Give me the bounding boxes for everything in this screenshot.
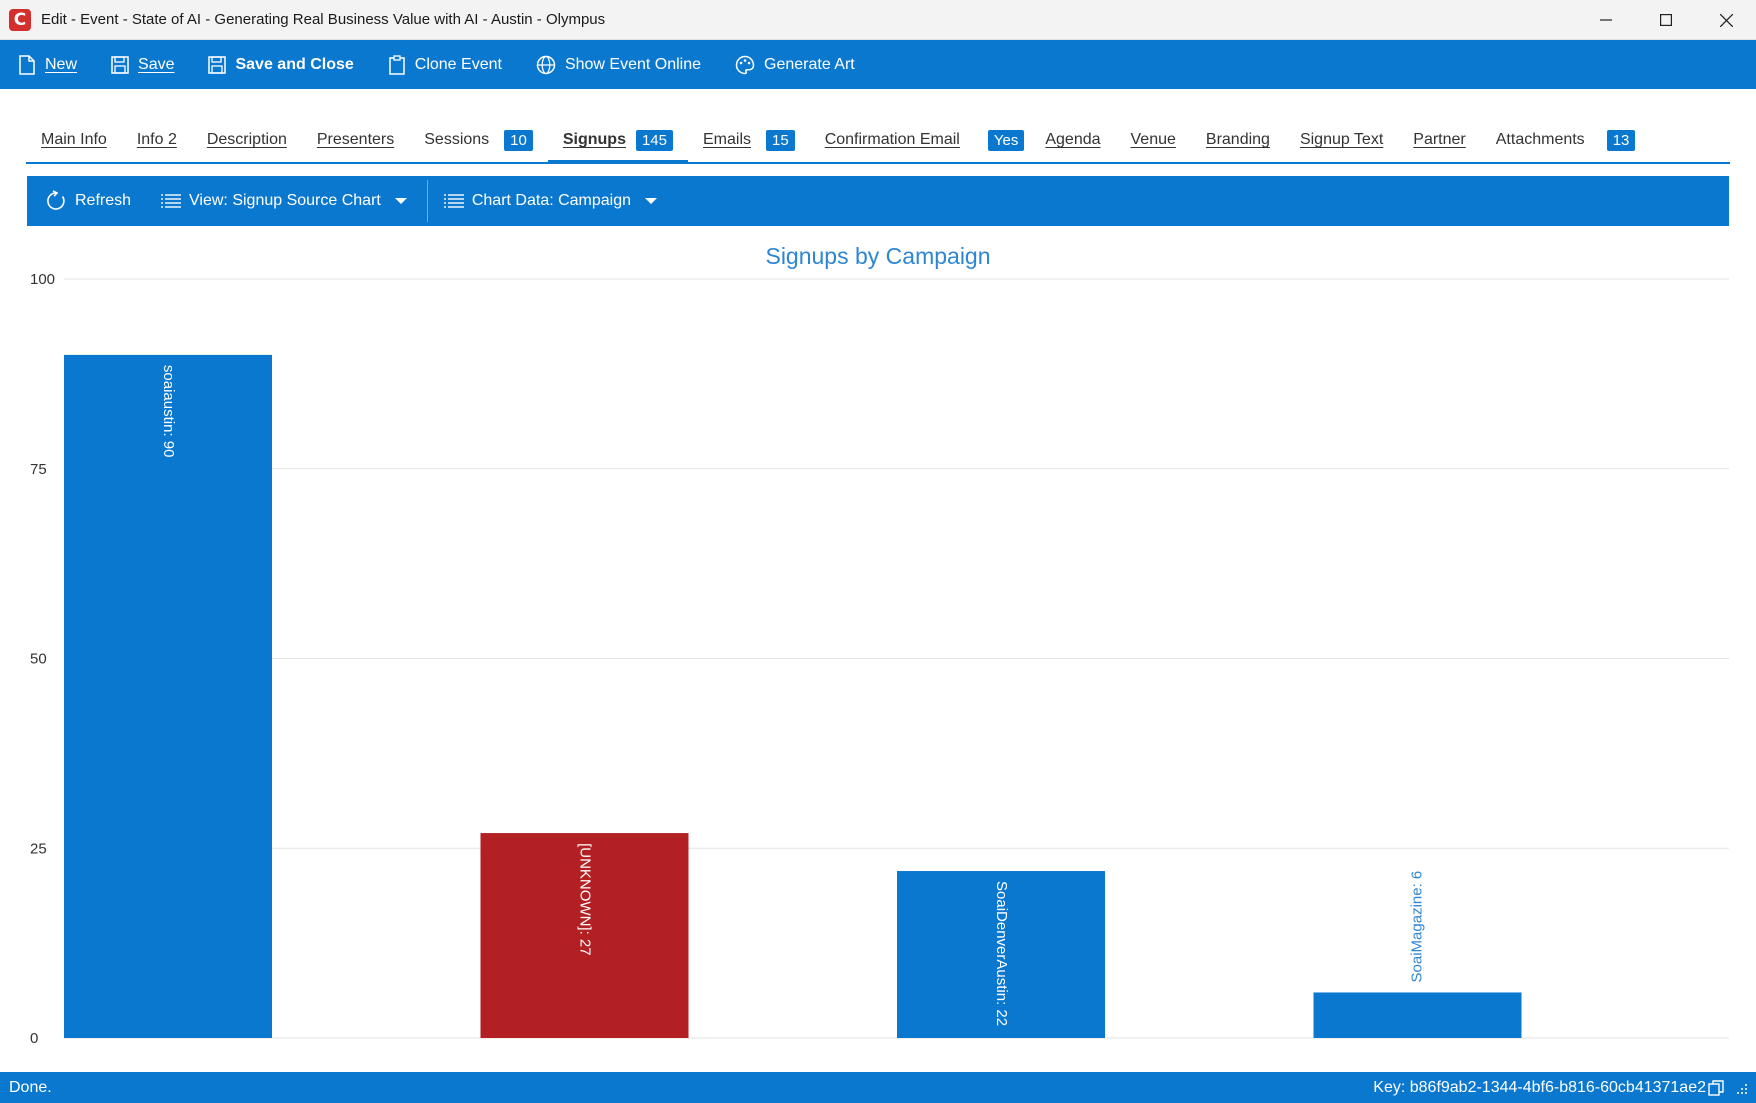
tab-signups[interactable]: Signups 145 — [547, 118, 689, 164]
signups-bar-chart: 0 25 50 75 100 soaiaustin: 90 [UNKNOWN]: 27 Soa… — [30, 271, 1729, 1047]
view-dropdown[interactable]: View: Signup Source Chart — [161, 192, 407, 210]
signups-count-badge: 145 — [635, 129, 673, 151]
tab-label: Agenda — [1045, 131, 1101, 148]
main-toolbar: New Save Save and Close Clone Event Show… — [0, 40, 1756, 89]
chevron-down-icon — [394, 198, 407, 204]
y-tick-label: 0 — [30, 1030, 38, 1047]
toolbar-divider — [426, 180, 428, 222]
tab-label: Venue — [1130, 131, 1176, 148]
data-label: SoaiDenverAustin: 22 — [993, 881, 1010, 1026]
globe-icon — [536, 55, 556, 74]
y-tick-label: 50 — [30, 651, 47, 668]
clipboard-icon — [389, 54, 405, 75]
data-label: SoaiMagazine: 6 — [1408, 871, 1425, 983]
chart-data-dropdown-label: Chart Data: Campaign — [471, 192, 632, 209]
tab-label: Signups — [562, 131, 626, 148]
bar-soaidenveraustin — [897, 871, 1105, 1038]
chart-data-dropdown[interactable]: Chart Data: Campaign — [443, 192, 658, 210]
refresh-label: Refresh — [75, 192, 132, 209]
tab-label: Main Info — [41, 131, 107, 148]
palette-icon — [735, 55, 755, 74]
tab-label: Branding — [1205, 131, 1270, 148]
tab-label: Sessions — [424, 131, 490, 148]
tab-label: Confirmation Email — [824, 131, 960, 148]
attachments-count-badge: 13 — [1606, 129, 1636, 151]
new-document-icon — [19, 54, 35, 75]
record-key-text: Key: b86f9ab2-1344-4bf6-b816-60cb41371ae… — [1373, 1078, 1706, 1096]
tab-info-2[interactable]: Info 2 — [122, 118, 192, 162]
window-controls — [1576, 0, 1756, 40]
bar-soaimagazine — [1313, 992, 1522, 1038]
data-label: soaiaustin: 90 — [160, 365, 177, 458]
sessions-count-badge: 10 — [504, 129, 533, 151]
save-close-icon — [208, 55, 227, 74]
tab-branding[interactable]: Branding — [1191, 118, 1285, 162]
tab-partner[interactable]: Partner — [1398, 118, 1480, 162]
list-icon — [443, 194, 464, 208]
copy-icon[interactable] — [1708, 1079, 1724, 1096]
clone-event-label: Clone Event — [414, 55, 502, 73]
tab-label: Attachments — [1495, 131, 1585, 148]
tab-confirmation-email[interactable]: Confirmation Email Yes — [810, 118, 1040, 162]
tab-sessions[interactable]: Sessions 10 — [409, 118, 548, 162]
status-text: Done. — [9, 1078, 52, 1096]
save-and-close-button[interactable]: Save and Close — [208, 40, 354, 89]
new-button[interactable]: New — [18, 40, 77, 89]
chart-toolbar: Refresh View: Signup Source Chart Chart … — [27, 176, 1729, 226]
tab-label: Info 2 — [136, 131, 177, 148]
tab-label: Description — [206, 131, 287, 148]
view-dropdown-label: View: Signup Source Chart — [189, 192, 381, 209]
window-title: Edit - Event - State of AI - Generating … — [41, 11, 606, 28]
refresh-button[interactable]: Refresh — [45, 190, 131, 212]
resize-grip-icon[interactable] — [1734, 1081, 1748, 1095]
save-icon — [111, 55, 129, 74]
title-bar: C Edit - Event - State of AI - Generatin… — [0, 0, 1756, 40]
clone-event-button[interactable]: Clone Event — [388, 40, 502, 89]
show-event-online-label: Show Event Online — [564, 55, 702, 73]
list-icon — [161, 194, 182, 208]
tab-presenters[interactable]: Presenters — [302, 118, 409, 162]
new-button-label: New — [45, 55, 78, 73]
minimize-button[interactable] — [1576, 0, 1636, 40]
emails-count-badge: 15 — [766, 129, 795, 151]
tab-strip: Main Info Info 2 Description Presenters … — [26, 118, 1730, 164]
y-tick-label: 100 — [30, 271, 55, 288]
tab-signup-text[interactable]: Signup Text — [1285, 118, 1398, 162]
chevron-down-icon — [645, 198, 658, 204]
refresh-icon — [47, 190, 65, 210]
tab-agenda[interactable]: Agenda — [1039, 118, 1115, 162]
tab-main-info[interactable]: Main Info — [26, 118, 122, 162]
tab-label: Presenters — [316, 131, 395, 148]
tab-label: Signup Text — [1299, 131, 1384, 148]
confirmation-email-badge: Yes — [987, 129, 1025, 151]
generate-art-label: Generate Art — [764, 55, 855, 73]
tab-attachments[interactable]: Attachments 13 — [1481, 118, 1651, 162]
maximize-button[interactable] — [1636, 0, 1696, 40]
save-button-label: Save — [138, 55, 175, 73]
bar-soaiaustin — [64, 354, 272, 1038]
minimize-icon — [1600, 19, 1612, 21]
show-event-online-button[interactable]: Show Event Online — [536, 40, 701, 89]
app-logo-letter: C — [13, 9, 27, 30]
generate-art-button[interactable]: Generate Art — [735, 40, 855, 89]
tab-label: Partner — [1413, 131, 1466, 148]
close-button[interactable] — [1696, 0, 1756, 40]
chart-title: Signups by Campaign — [765, 243, 991, 269]
data-label: [UNKNOWN]: 27 — [577, 843, 594, 956]
maximize-icon — [1660, 14, 1672, 26]
app-logo-icon: C — [9, 8, 31, 31]
tab-label: Emails — [703, 131, 752, 148]
tab-venue[interactable]: Venue — [1116, 118, 1191, 162]
save-and-close-label: Save and Close — [235, 55, 354, 73]
close-icon — [1719, 13, 1733, 27]
y-tick-label: 25 — [30, 840, 47, 857]
save-button[interactable]: Save — [111, 40, 174, 89]
tab-emails[interactable]: Emails 15 — [688, 118, 810, 162]
status-bar: Done. Key: b86f9ab2-1344-4bf6-b816-60cb4… — [0, 1072, 1756, 1103]
tab-description[interactable]: Description — [192, 118, 302, 162]
y-tick-label: 75 — [30, 461, 47, 478]
status-icons — [1708, 1079, 1748, 1096]
bar-unknown — [480, 833, 689, 1038]
